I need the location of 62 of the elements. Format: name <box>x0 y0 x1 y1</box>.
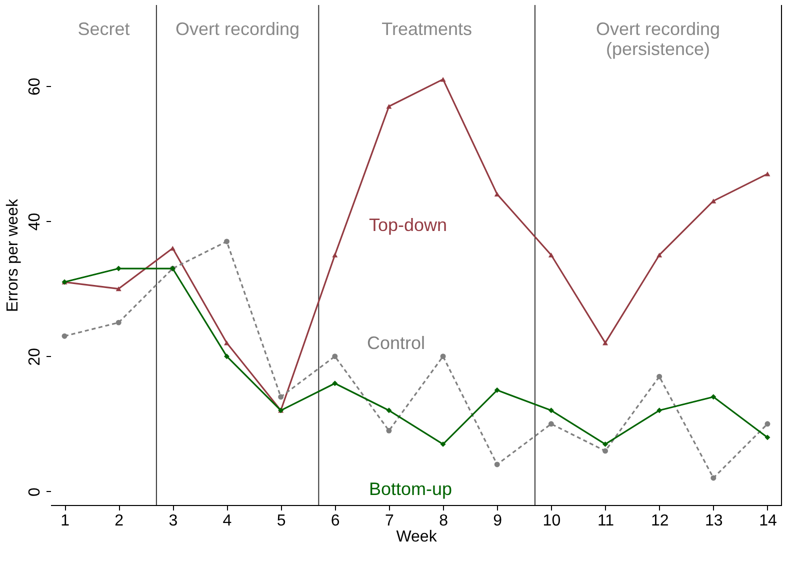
point <box>332 252 338 258</box>
point <box>656 408 662 414</box>
point <box>602 340 608 346</box>
point <box>386 428 392 434</box>
point <box>548 252 554 258</box>
series-label: Bottom-up <box>369 479 452 499</box>
point <box>440 441 446 447</box>
point <box>764 421 770 427</box>
x-tick-label: 12 <box>650 512 669 530</box>
x-tick-label: 7 <box>385 512 394 530</box>
x-tick-label: 4 <box>222 512 232 530</box>
point <box>332 380 338 386</box>
point <box>602 448 608 454</box>
x-tick-label: 2 <box>114 512 124 530</box>
point <box>548 421 554 427</box>
band-label: Secret <box>78 19 130 39</box>
x-tick-label: 8 <box>439 512 448 530</box>
series-label: Control <box>367 333 426 353</box>
point <box>656 374 662 380</box>
x-tick-label: 9 <box>493 512 502 530</box>
x-tick-label: 13 <box>705 512 723 530</box>
y-tick-label: 40 <box>26 212 44 231</box>
x-tick-label: 1 <box>60 512 70 530</box>
point <box>494 462 500 468</box>
point <box>116 266 122 272</box>
y-tick-label: 20 <box>26 348 44 366</box>
point <box>494 387 500 393</box>
x-tick-label: 10 <box>542 512 561 530</box>
point <box>386 104 392 109</box>
point <box>62 333 68 339</box>
point <box>278 394 284 400</box>
x-tick-label: 11 <box>597 512 614 530</box>
y-tick-label: 60 <box>26 78 44 96</box>
x-tick-label: 14 <box>759 512 777 530</box>
x-tick-label: 6 <box>330 512 340 530</box>
point <box>764 434 770 440</box>
point <box>224 238 230 244</box>
x-tick-label: 3 <box>168 512 178 530</box>
point <box>332 354 338 360</box>
y-tick-label: 0 <box>26 487 44 496</box>
y-axis-title: Errors per week <box>4 198 22 312</box>
point <box>710 475 716 481</box>
point <box>602 441 608 447</box>
point <box>224 354 230 360</box>
point <box>764 172 770 176</box>
point <box>494 192 500 197</box>
point <box>116 320 122 326</box>
point <box>440 76 446 82</box>
x-tick-label: 5 <box>276 512 286 530</box>
point <box>656 252 662 258</box>
point <box>224 340 230 346</box>
point <box>548 408 554 414</box>
band-label: Overt recording (persistence) <box>596 19 720 59</box>
point <box>710 198 716 204</box>
series-label: Top-down <box>369 215 448 235</box>
x-axis-title: Week <box>396 528 438 546</box>
point <box>386 408 392 414</box>
band-label: Treatments <box>382 19 472 39</box>
band-label: Overt recording <box>176 19 300 39</box>
point <box>440 354 446 360</box>
point <box>116 286 122 292</box>
point <box>710 394 716 400</box>
